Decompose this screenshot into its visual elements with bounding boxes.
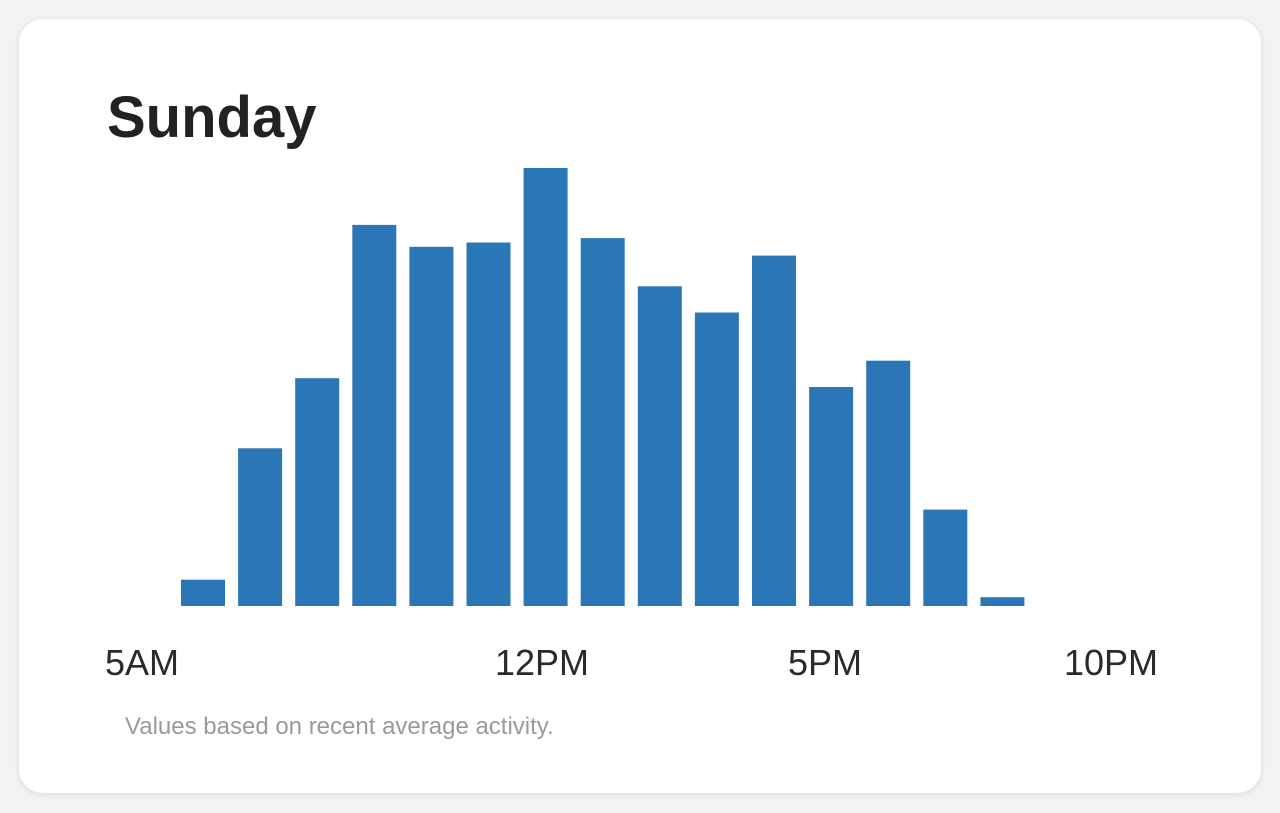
bar-3PM[interactable]	[694, 312, 739, 607]
bar-7PM[interactable]	[923, 509, 968, 606]
bar-1PM[interactable]	[580, 238, 625, 606]
x-tick-label: 5PM	[788, 642, 862, 683]
popular-times-card: Sunday 5AM 12PM 5PM 10PM Values based on re…	[19, 19, 1261, 793]
chart-footnote: Values based on recent average activity.	[125, 713, 554, 740]
bar-8AM[interactable]	[295, 378, 340, 606]
bar-8PM[interactable]	[980, 597, 1025, 606]
bar-9AM[interactable]	[352, 224, 397, 606]
popular-times-chart: 5AM 12PM 5PM 10PM	[105, 168, 1158, 683]
bar-5PM[interactable]	[809, 387, 854, 606]
chart-title: Sunday	[107, 85, 317, 150]
bar-4PM[interactable]	[752, 255, 796, 606]
x-tick-label: 12PM	[495, 642, 589, 683]
bar-11AM[interactable]	[466, 242, 511, 607]
bar-2PM[interactable]	[637, 286, 682, 606]
bar-7AM[interactable]	[238, 448, 283, 606]
x-tick-label: 10PM	[1064, 642, 1158, 683]
x-tick-label: 5AM	[105, 642, 179, 683]
bar-6PM[interactable]	[866, 360, 911, 606]
bar-10AM[interactable]	[409, 246, 454, 607]
bar-6AM[interactable]	[181, 579, 225, 606]
bar-12PM[interactable]	[523, 168, 568, 606]
